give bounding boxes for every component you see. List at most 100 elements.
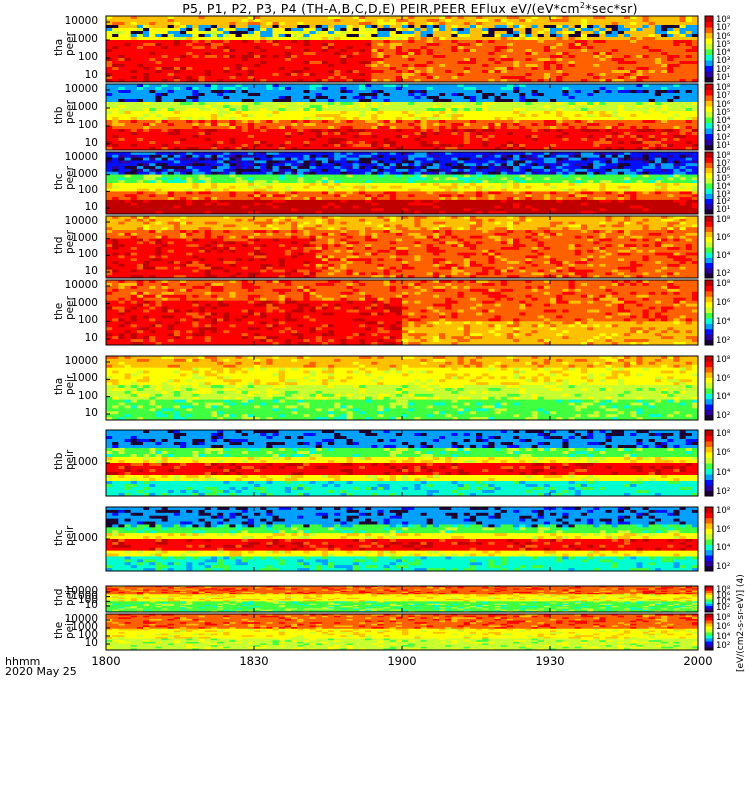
colorbar-tick-label: 10⁸ [716, 83, 730, 93]
colorbar-tick-label: 10² [716, 65, 730, 75]
colorbar-tick-label: 10⁴ [716, 543, 730, 553]
colorbar-tick-label: 10³ [716, 190, 730, 200]
colorbar-tick-label: 10² [716, 603, 730, 613]
colorbar-tick-label: 10⁶ [716, 448, 730, 458]
y-tick-label: 100 [38, 390, 98, 402]
colorbar-tick-label: 10⁸ [716, 429, 730, 439]
y-tick-label: 10000 [38, 152, 98, 163]
colorbar-tick-label: 10⁶ [716, 32, 730, 42]
spectrogram-panel-tha-peer [105, 15, 699, 83]
colorbar-tick-label: 10⁷ [716, 159, 730, 169]
colorbar-tick-label: 10² [716, 269, 730, 279]
y-tick-label: 10 [38, 600, 98, 611]
colorbar-tick-label: 10⁴ [716, 597, 730, 607]
colorbar-thc-peir [704, 506, 714, 572]
x-tick-label: 1830 [224, 654, 284, 668]
y-tick-label: 1000 [38, 102, 98, 113]
colorbar-tick-label: 10¹ [716, 205, 730, 215]
colorbar-tick-label: 10¹ [716, 73, 730, 83]
spectrogram-panel-tha-peir [105, 355, 699, 421]
x-tick-label: 1800 [76, 654, 136, 668]
spectrogram-panel-thb-peir [105, 429, 699, 497]
x-tick-label: 1930 [520, 654, 580, 668]
spectrogram-panel-thb-peer [105, 83, 699, 151]
colorbar-tick-label: 10⁸ [716, 215, 730, 225]
x-axis-label-hhmm: hhmm [5, 656, 40, 667]
spectrogram-panel-thc-peir [105, 506, 699, 572]
colorbar-tick-label: 10⁸ [716, 15, 730, 25]
x-axis-label-date: 2020 May 25 [5, 666, 77, 677]
y-tick-label: 10000 [38, 216, 98, 227]
y-tick-label: 100 [38, 185, 98, 196]
y-tick-label: 10 [38, 138, 98, 149]
y-tick-label: 100 [38, 249, 98, 260]
colorbar-tick-label: 10² [716, 133, 730, 143]
colorbar-tick-label: 10⁸ [716, 151, 730, 161]
colorbar-unit-label: [eV/(cm2-s-sr-eV)] (4) [736, 574, 746, 672]
x-tick-label: 1900 [372, 654, 432, 668]
colorbar-tick-label: 10⁴ [716, 251, 730, 261]
colorbar-the-peir [704, 613, 714, 651]
x-tick-label: 2000 [668, 654, 728, 668]
colorbar-thd-peir [704, 585, 714, 613]
colorbar-tha-peer [704, 15, 714, 83]
y-tick-label: 1000 [38, 34, 98, 45]
y-tick-label: 10000 [38, 356, 98, 367]
colorbar-tick-label: 10⁶ [716, 525, 730, 535]
y-tick-label: 1000 [38, 168, 98, 180]
y-tick-label: 100 [38, 595, 98, 606]
y-tick-label: 10000 [38, 84, 98, 95]
colorbar-tick-label: 10² [716, 197, 730, 207]
colorbar-tick-label: 10⁸ [716, 506, 730, 516]
spectrogram-panel-thd-peer [105, 215, 699, 279]
colorbar-tick-label: 10⁴ [716, 468, 730, 478]
colorbar-tick-label: 10⁴ [716, 48, 730, 58]
y-tick-label: 1000 [38, 373, 98, 384]
spectrogram-panel-the-peer [105, 279, 699, 346]
colorbar-tick-label: 10⁶ [716, 166, 730, 176]
y-tick-label: 1000 [38, 590, 98, 602]
y-tick-label: 10 [38, 70, 98, 81]
colorbar-tick-label: 10⁴ [716, 116, 730, 126]
colorbar-thd-peer [704, 215, 714, 279]
y-tick-label: 10000 [38, 280, 98, 291]
colorbar-tick-label: 10⁷ [716, 91, 730, 101]
y-tick-label: 100 [38, 52, 98, 63]
y-tick-label: 10 [38, 266, 98, 277]
colorbar-tick-label: 10² [716, 641, 730, 651]
spectrogram-panel-thc-peer [105, 151, 699, 215]
y-tick-label: 10 [38, 638, 98, 649]
colorbar-tick-label: 10⁶ [716, 233, 730, 243]
colorbar-tha-peir [704, 355, 714, 421]
y-tick-label: 10000 [38, 16, 98, 27]
colorbar-tick-label: 10⁵ [716, 40, 730, 50]
colorbar-thc-peer [704, 151, 714, 215]
colorbar-tick-label: 10⁴ [716, 182, 730, 192]
colorbar-tick-label: 10⁶ [716, 591, 730, 601]
y-tick-label: 10 [38, 202, 98, 213]
colorbar-tick-label: 10⁸ [716, 613, 730, 623]
colorbar-tick-label: 10² [716, 562, 730, 572]
figure-title: P5, P1, P2, P3, P4 (TH-A,B,C,D,E) PEIR,P… [110, 1, 710, 16]
y-tick-label: 100 [38, 315, 98, 326]
y-tick-label: 10000 [38, 586, 98, 597]
colorbar-the-peer [704, 279, 714, 346]
colorbar-tick-label: 10² [716, 411, 730, 421]
colorbar-tick-label: 10² [716, 336, 730, 346]
colorbar-tick-label: 10⁴ [716, 392, 730, 402]
colorbar-tick-label: 10⁵ [716, 174, 730, 184]
spectrogram-panel-thd-peir [105, 585, 699, 613]
colorbar-tick-label: 10⁸ [716, 585, 730, 595]
colorbar-tick-label: 10⁶ [716, 622, 730, 632]
colorbar-tick-label: 10⁶ [716, 374, 730, 384]
y-tick-label: 100 [38, 630, 98, 641]
colorbar-tick-label: 10² [716, 487, 730, 497]
colorbar-tick-label: 10⁸ [716, 355, 730, 365]
y-tick-label: 10000 [38, 614, 98, 625]
colorbar-tick-label: 10⁷ [716, 23, 730, 33]
colorbar-tick-label: 10⁴ [716, 317, 730, 327]
y-tick-label: 1000 [38, 232, 98, 244]
colorbar-tick-label: 10⁴ [716, 632, 730, 642]
